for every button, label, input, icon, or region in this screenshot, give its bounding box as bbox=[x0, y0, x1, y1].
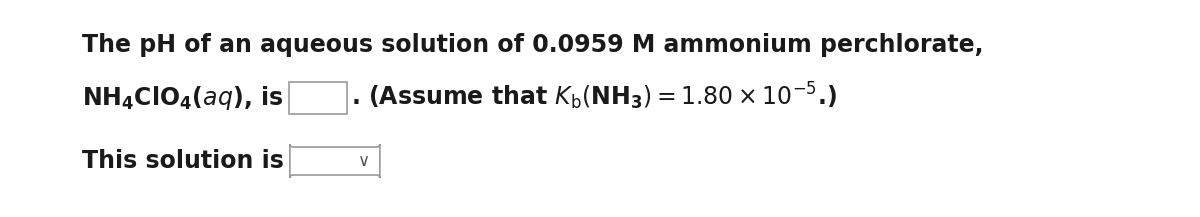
FancyBboxPatch shape bbox=[290, 144, 380, 178]
Bar bbox=[289, 82, 347, 114]
Text: ∨: ∨ bbox=[358, 152, 370, 170]
Text: $\mathbf{NH_4ClO_4}$$\mathbf{(\mathit{aq})}$, is: $\mathbf{NH_4ClO_4}$$\mathbf{(\mathit{aq… bbox=[82, 84, 283, 112]
Text: This solution is: This solution is bbox=[82, 149, 284, 173]
Text: . (Assume that $\mathit{K}_\mathrm{b}(\mathbf{NH_3}) = 1.80 \times 10^{-5}$.): . (Assume that $\mathit{K}_\mathrm{b}(\m… bbox=[352, 80, 838, 112]
Text: The pH of an aqueous solution of 0.0959 M ammonium perchlorate,: The pH of an aqueous solution of 0.0959 … bbox=[82, 33, 984, 57]
